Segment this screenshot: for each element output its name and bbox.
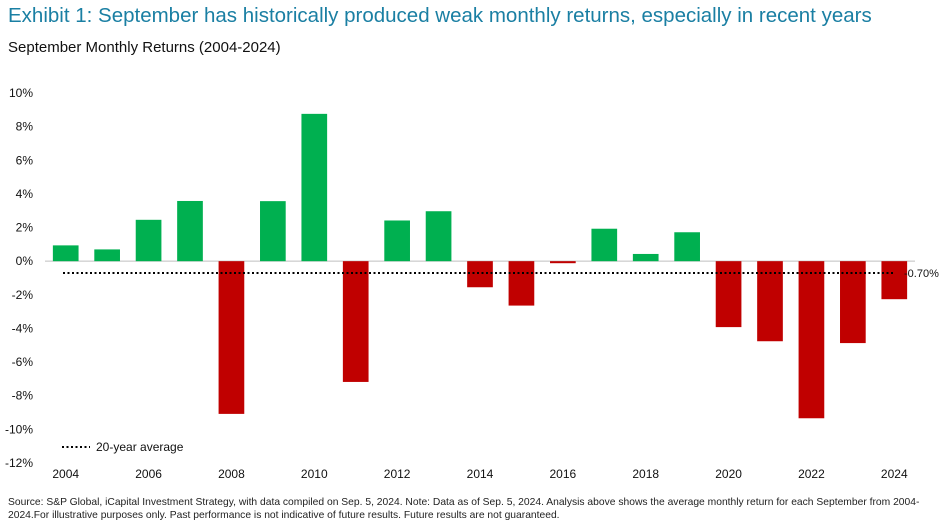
y-tick-label: 0%: [16, 254, 34, 268]
bar-2019: [674, 232, 700, 262]
bar-2012: [384, 220, 410, 262]
y-tick-label: -4%: [12, 321, 34, 335]
y-tick-label: -8%: [12, 389, 34, 403]
bar-2013: [425, 211, 452, 262]
source-note: Source: S&P Global, iCapital Investment …: [8, 497, 920, 521]
x-tick-label: 2008: [218, 467, 245, 481]
bar-2017: [591, 228, 618, 262]
y-tick-label: 8%: [16, 120, 34, 134]
y-tick-label: -12%: [5, 456, 33, 470]
x-tick-label: 2006: [135, 467, 162, 481]
average-label: -0.70%: [904, 268, 939, 280]
y-tick-label: 2%: [16, 221, 34, 235]
bar-2022: [798, 261, 825, 419]
bar-chart: 10% 8% 6% 4% 2% 0% -2% -4% -6% -8% -10% -12% -0.70% 2…: [5, 86, 939, 481]
bar-2020: [715, 261, 742, 328]
y-tick-label: -10%: [5, 422, 33, 436]
bar-2021: [757, 261, 783, 342]
legend-average-label: 20-year average: [96, 440, 184, 454]
x-tick-label: 2016: [550, 467, 577, 481]
x-tick-label: 2014: [467, 467, 494, 481]
bar-2009: [260, 201, 286, 262]
x-tick-label: 2020: [715, 467, 742, 481]
bar-2016: [550, 261, 576, 264]
y-tick-label: 6%: [16, 153, 34, 167]
bar-2011: [342, 261, 369, 382]
x-tick-label: 2010: [301, 467, 328, 481]
bar-2024: [881, 261, 908, 300]
y-tick-label: -6%: [12, 355, 34, 369]
x-tick-label: 2024: [881, 467, 908, 481]
bar-2004: [52, 245, 79, 262]
bar-2015: [508, 261, 535, 306]
bar-2005: [94, 249, 120, 262]
x-tick-label: 2012: [384, 467, 411, 481]
y-tick-label: 10%: [9, 86, 33, 100]
y-tick-label: 4%: [16, 187, 34, 201]
bar-2008: [218, 261, 245, 414]
chart-subtitle: September Monthly Returns (2004-2024): [8, 39, 281, 56]
bar-2014: [467, 261, 493, 288]
bar-2006: [135, 219, 162, 262]
bar-2010: [301, 113, 328, 262]
bar-2018: [632, 253, 659, 262]
y-tick-label: -2%: [12, 288, 34, 302]
bar-2007: [177, 200, 203, 262]
x-tick-label: 2018: [632, 467, 659, 481]
chart-title: Exhibit 1: September has historically pr…: [8, 4, 872, 27]
bar-2023: [840, 261, 866, 344]
x-tick-label: 2022: [798, 467, 825, 481]
x-tick-label: 2004: [52, 467, 79, 481]
